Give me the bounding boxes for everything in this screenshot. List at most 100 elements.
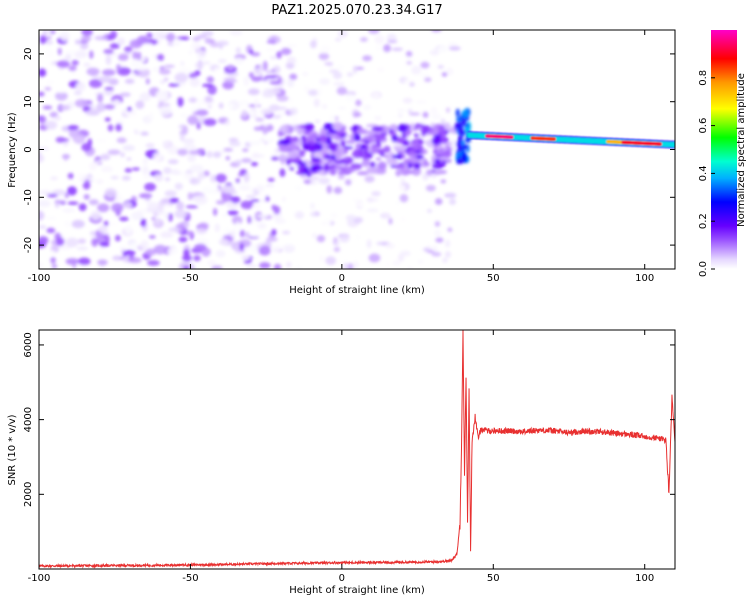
heatmap-cell (188, 150, 203, 155)
heatmap-cell (203, 118, 217, 127)
heatmap-cell (409, 82, 415, 87)
heatmap-cell (441, 72, 448, 77)
heatmap-cell (147, 201, 159, 212)
heatmap-cell (163, 77, 169, 82)
heatmap-cell (271, 156, 279, 161)
heatmap-cell (96, 179, 104, 185)
heatmap-cell (456, 159, 464, 165)
heatmap-cell (249, 186, 254, 197)
heatmap-cell (251, 204, 261, 209)
heatmap-cell (295, 146, 301, 151)
heatmap-cell (407, 162, 412, 169)
heatmap-cell (378, 221, 386, 227)
heatmap-cell (64, 192, 70, 199)
heatmap-cell (461, 139, 465, 147)
heatmap-cell (230, 196, 241, 204)
heatmap-cell (227, 79, 238, 83)
heatmap-cell (407, 109, 413, 114)
heatmap-cell (79, 42, 89, 50)
heatmap-cell (247, 88, 260, 96)
heatmap-cell (67, 201, 79, 205)
heatmap-cell (67, 186, 77, 196)
heatmap-cell (426, 89, 432, 96)
heatmap-cell (104, 117, 111, 122)
heatmap-cell (423, 162, 430, 166)
heatmap-cell (352, 198, 363, 202)
heatmap-cell (164, 190, 177, 197)
heatmap-cell (267, 88, 282, 95)
heatmap-cell (102, 250, 111, 256)
heatmap-cell (177, 148, 188, 156)
heatmap-cell (444, 239, 451, 248)
heatmap-cell (188, 263, 196, 269)
heatmap-cell (362, 47, 367, 52)
heatmap-cell (289, 137, 299, 143)
spectrogram-y-tick-label: -20 (23, 237, 34, 253)
signal-line (466, 130, 675, 149)
heatmap-cell (394, 164, 405, 170)
heatmap-cell (291, 115, 300, 121)
heatmap-cell (453, 221, 460, 228)
heatmap-cell (323, 122, 335, 131)
heatmap-cell (308, 89, 319, 96)
heatmap-cell (180, 113, 187, 118)
heatmap-cell (50, 250, 56, 257)
heatmap-cell (425, 184, 436, 192)
heatmap-cell (286, 125, 291, 134)
heatmap-cell (395, 184, 406, 192)
heatmap-cell (167, 159, 179, 165)
heatmap-cell (81, 30, 93, 37)
heatmap-cell (249, 49, 254, 55)
heatmap-cell (353, 112, 362, 117)
heatmap-cell (432, 244, 438, 253)
heatmap-cell (238, 186, 251, 191)
heatmap-cell (39, 115, 47, 124)
heatmap-cell (122, 249, 136, 256)
heatmap-cell (416, 155, 422, 160)
heatmap-cell (360, 96, 367, 101)
heatmap-cell (402, 139, 410, 147)
heatmap-cell (99, 241, 110, 248)
heatmap-cell (391, 154, 401, 159)
heatmap-cell (194, 243, 207, 252)
heatmap-cell (422, 111, 429, 119)
signal-cell (657, 142, 663, 146)
heatmap-cell (172, 39, 183, 49)
heatmap-cell (294, 185, 304, 192)
heatmap-cell (235, 159, 242, 165)
heatmap-cell (62, 140, 69, 147)
heatmap-cell (294, 211, 305, 219)
heatmap-cell (299, 124, 306, 129)
heatmap-cell (39, 236, 49, 245)
spectrogram-x-tick-label: -50 (182, 273, 198, 284)
heatmap-cell (387, 40, 398, 44)
heatmap-cell (44, 86, 52, 91)
heatmap-cell (223, 147, 234, 152)
snr-x-tick-label: -50 (182, 573, 198, 584)
heatmap-cell (313, 98, 320, 108)
heatmap-cell (214, 223, 220, 233)
heatmap-cell (312, 232, 317, 239)
heatmap-cell (261, 198, 267, 203)
heatmap-cell (162, 140, 169, 147)
heatmap-cell (189, 77, 200, 87)
heatmap-cell (434, 158, 441, 165)
heatmap-cell (153, 244, 168, 255)
heatmap-cell (136, 51, 142, 61)
heatmap-cell (278, 144, 288, 153)
heatmap-cell (379, 152, 385, 157)
heatmap-cell (152, 66, 158, 72)
heatmap-cell (120, 152, 125, 158)
heatmap-cell (246, 264, 258, 268)
heatmap-cell (168, 212, 173, 222)
heatmap-cell (153, 152, 161, 162)
heatmap-cell (194, 195, 208, 205)
heatmap-cell (283, 244, 295, 248)
colorbar-gradient (711, 30, 737, 269)
heatmap-cell (217, 124, 230, 129)
heatmap-cell (127, 106, 132, 112)
heatmap-cell (77, 257, 91, 266)
heatmap-cell (190, 42, 202, 51)
heatmap-cell (375, 45, 382, 51)
heatmap-cell (257, 222, 267, 230)
